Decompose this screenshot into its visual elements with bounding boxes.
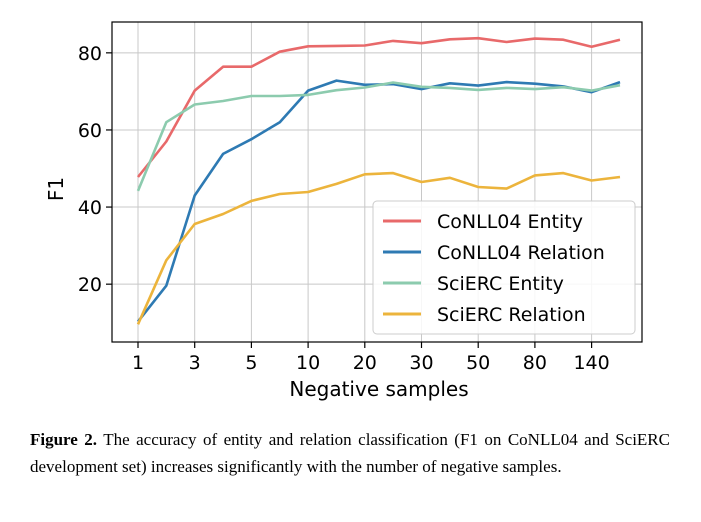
x-tick-label: 140	[573, 352, 609, 374]
legend-label: SciERC Relation	[437, 304, 586, 326]
x-tick-label: 20	[353, 352, 377, 374]
series-line-scierc-entity	[136, 81, 621, 192]
x-tick-label: 80	[523, 352, 547, 374]
x-tick-label: 10	[296, 352, 320, 374]
y-tick-label: 80	[78, 43, 102, 65]
line-chart: 20 40 60 80 1 3 5 10 20 30 50 80 140 F1 Negative sa…	[44, 21, 643, 401]
x-axis-label: Negative samples	[289, 377, 468, 401]
series-line-conll04-entity	[136, 36, 621, 178]
plot-frame	[111, 21, 643, 343]
legend: CoNLL04 Entity CoNLL04 Relation SciERC Ent…	[372, 200, 636, 335]
series-lines	[136, 36, 621, 325]
x-axis-ticks: 1 3 5 10 20 30 50 80 140	[132, 342, 610, 374]
y-tick-label: 40	[78, 197, 102, 219]
x-tick-label: 1	[132, 352, 144, 374]
x-tick-label: 3	[189, 352, 201, 374]
y-axis-ticks: 20 40 60 80	[78, 43, 112, 296]
legend-label: SciERC Entity	[437, 273, 564, 295]
x-tick-label: 30	[409, 352, 433, 374]
y-tick-label: 60	[78, 120, 102, 142]
y-tick-label: 20	[78, 274, 102, 296]
legend-label: CoNLL04 Entity	[437, 211, 583, 233]
x-tick-label: 5	[245, 352, 257, 374]
legend-label: CoNLL04 Relation	[437, 242, 605, 264]
caption-label: Figure 2.	[30, 430, 98, 449]
legend-box	[372, 200, 636, 335]
caption-text: The accuracy of entity and relation clas…	[30, 430, 670, 476]
series-line-scierc-relation	[136, 171, 621, 325]
x-tick-label: 50	[466, 352, 490, 374]
figure-caption: Figure 2. The accuracy of entity and rel…	[30, 426, 670, 480]
y-axis-label: F1	[44, 177, 68, 201]
